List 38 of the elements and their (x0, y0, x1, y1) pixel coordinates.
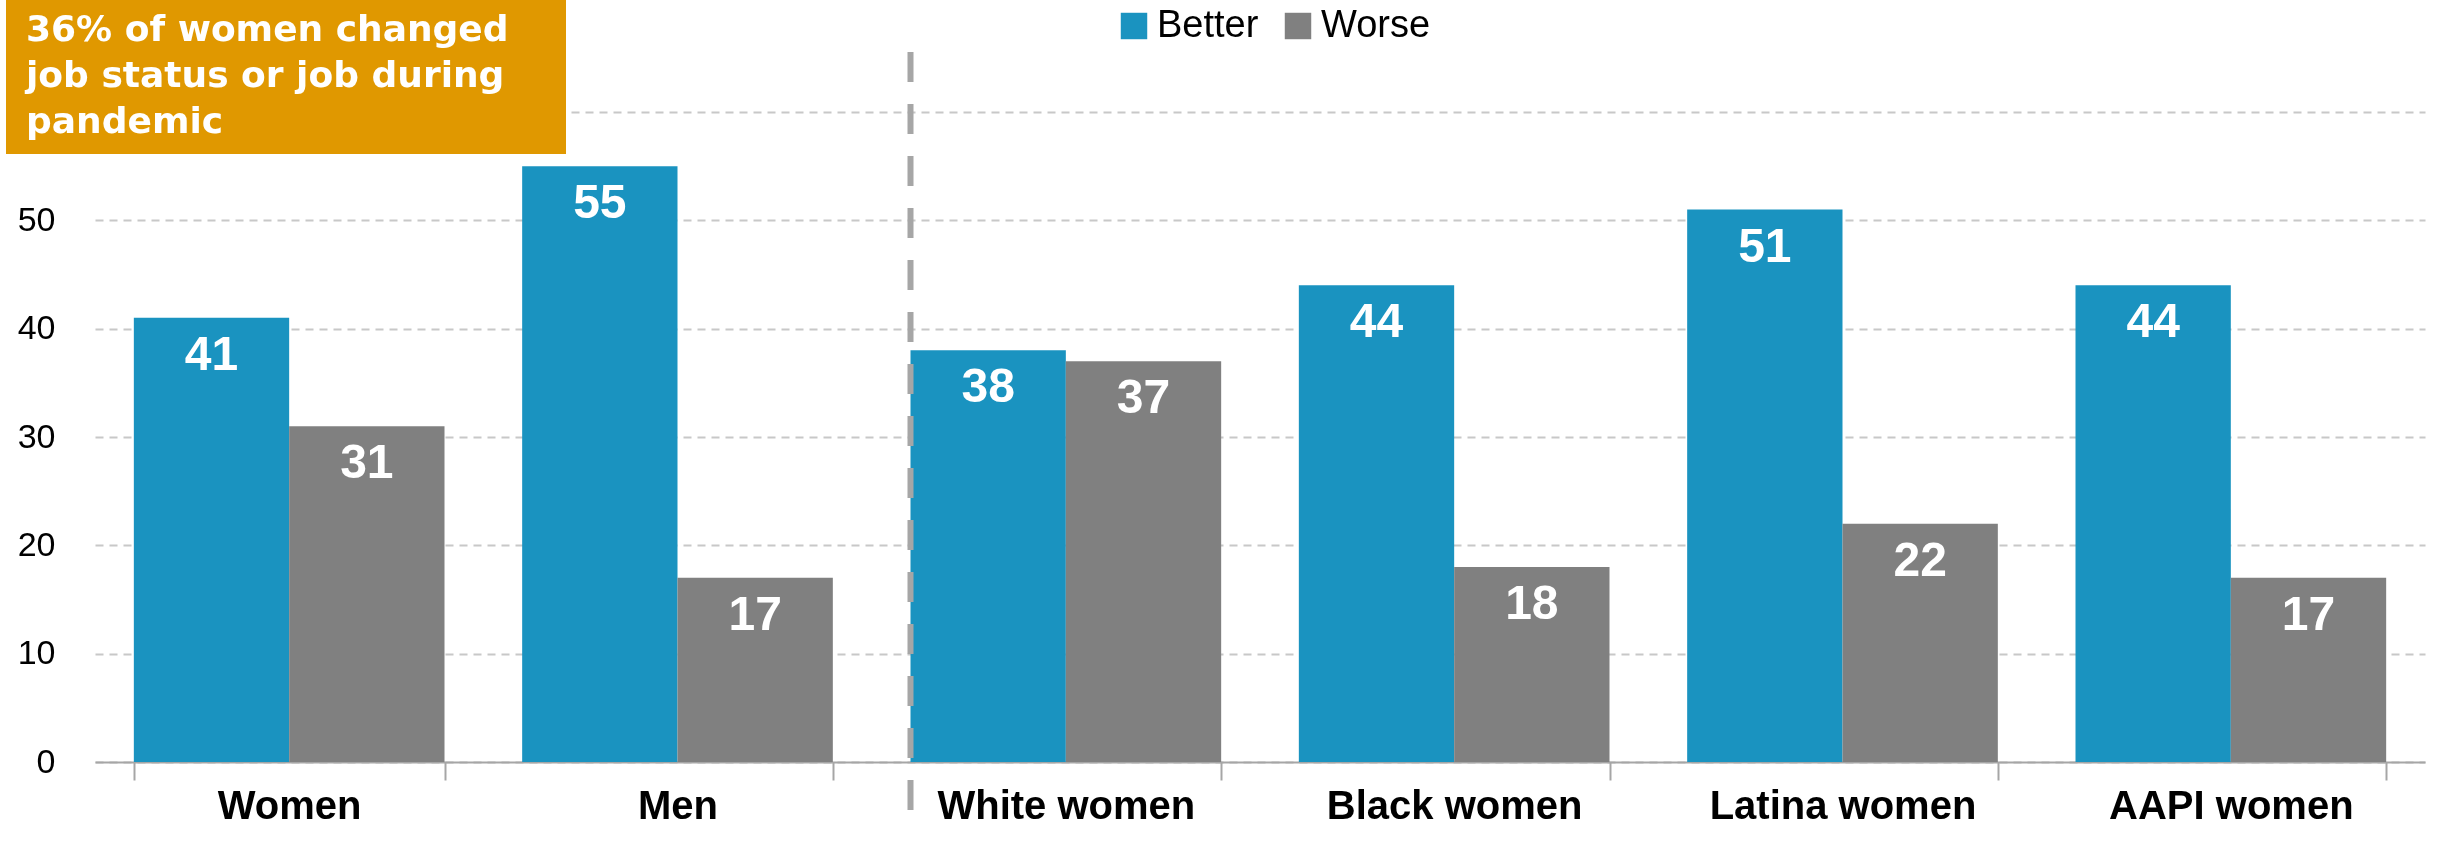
x-tick-label: Women (217, 782, 362, 827)
bar (677, 577, 833, 762)
bar (133, 317, 290, 762)
x-tick-label: Men (638, 782, 718, 827)
annotation: 36% of women changed job status or job during pandemic (6, 0, 566, 154)
data-label: 51 (1738, 218, 1792, 272)
bar (1842, 523, 1998, 762)
bar (1687, 209, 1843, 762)
data-label: 55 (573, 175, 627, 229)
legend-label: Better (1157, 3, 1259, 45)
data-label: 44 (2126, 294, 2181, 348)
data-label: 17 (728, 586, 782, 640)
data-label: 37 (1116, 370, 1171, 424)
data-label: 38 (961, 359, 1015, 413)
data-label: 22 (1893, 532, 1947, 586)
data-label: 17 (2281, 586, 2336, 640)
bar (1454, 567, 1610, 762)
legend-label: Worse (1321, 3, 1431, 45)
data-label: 41 (184, 326, 239, 380)
x-tick-label: White women (937, 782, 1196, 827)
bar (289, 426, 445, 762)
x-tick-label: Black women (1326, 782, 1583, 827)
y-tick-label: 40 (17, 308, 56, 347)
y-tick-label: 10 (17, 633, 56, 672)
bar (2075, 285, 2231, 762)
bar (522, 166, 678, 762)
bar (1065, 361, 1222, 762)
y-tick-label: 0 (36, 741, 56, 780)
x-tick-label: AAPI women (2109, 782, 2354, 827)
bar (1298, 285, 1455, 762)
y-tick-label: 50 (17, 199, 56, 238)
data-label: 18 (1505, 576, 1559, 629)
bar (2230, 577, 2387, 762)
y-tick-label: 20 (17, 524, 56, 563)
data-label: 44 (1349, 294, 1404, 348)
y-tick-label: 30 (17, 416, 56, 455)
x-tick-label: Latina women (1709, 782, 1977, 827)
data-label: 31 (340, 435, 394, 489)
